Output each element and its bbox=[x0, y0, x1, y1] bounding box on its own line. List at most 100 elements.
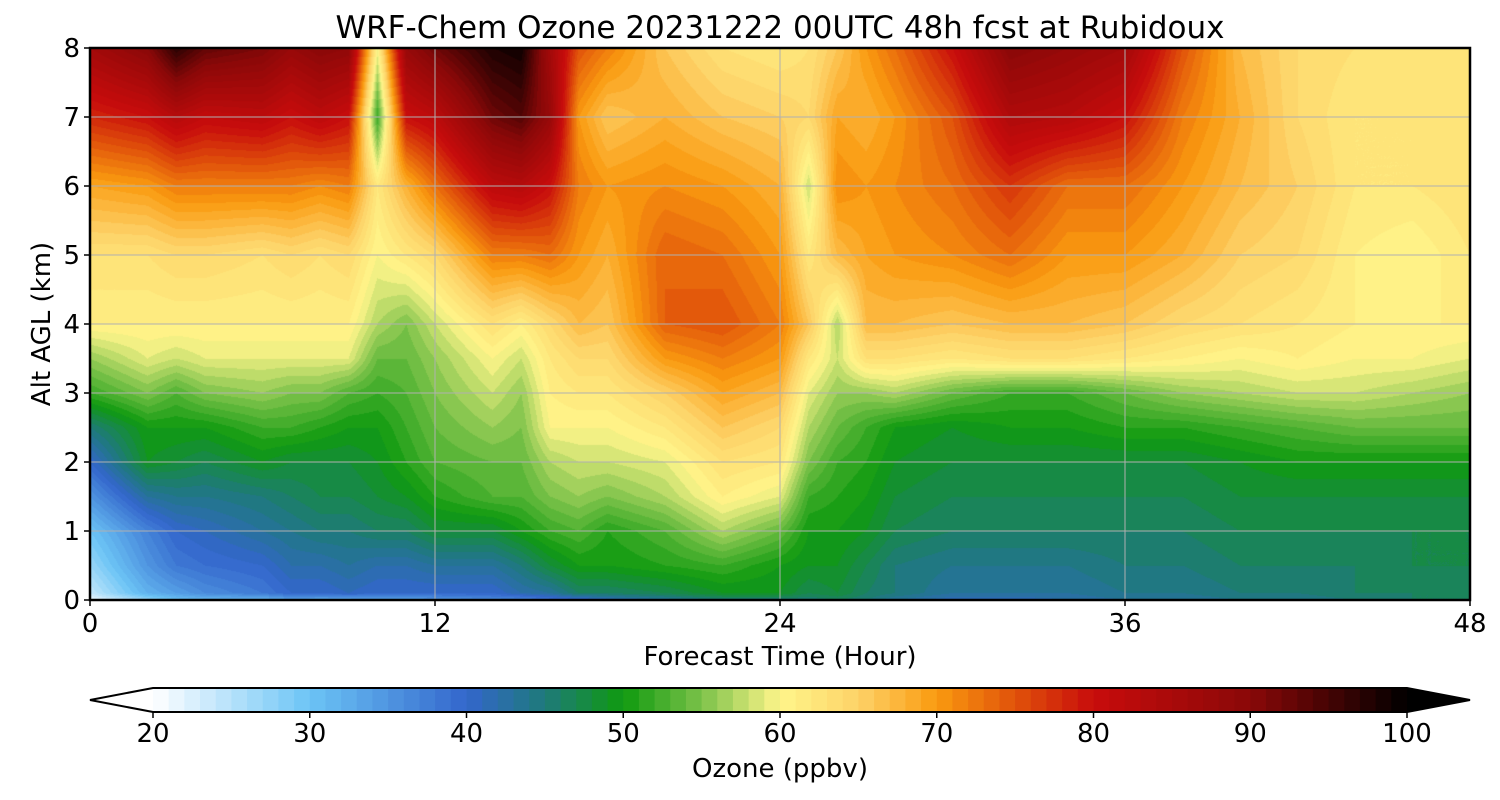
x-tick-label: 36 bbox=[1108, 609, 1141, 639]
x-tick-label: 24 bbox=[763, 609, 796, 639]
colorbar-bin bbox=[497, 688, 515, 712]
y-tick-label: 2 bbox=[63, 448, 80, 478]
colorbar-extend-min bbox=[90, 688, 153, 712]
colorbar-bin bbox=[372, 688, 389, 712]
colorbar-bin bbox=[1234, 688, 1251, 712]
colorbar-bin bbox=[1312, 688, 1330, 712]
colorbar-tick-label: 60 bbox=[763, 719, 796, 749]
y-tick-label: 8 bbox=[63, 34, 80, 64]
colorbar-bin bbox=[1030, 688, 1048, 712]
colorbar-bin bbox=[1297, 688, 1314, 712]
colorbar-bin bbox=[513, 688, 530, 712]
colorbar-bin bbox=[576, 688, 593, 712]
x-tick-label: 12 bbox=[418, 609, 451, 639]
colorbar-tick-label: 20 bbox=[136, 719, 169, 749]
colorbar-bin bbox=[732, 688, 750, 712]
colorbar-bin bbox=[1250, 688, 1267, 712]
colorbar-bin bbox=[482, 688, 499, 712]
colorbar-bin bbox=[701, 688, 718, 712]
colorbar-tick-label: 70 bbox=[920, 719, 953, 749]
colorbar-bin bbox=[999, 688, 1016, 712]
colorbar-bin bbox=[419, 688, 436, 712]
colorbar-bin bbox=[748, 688, 765, 712]
colorbar-bin bbox=[341, 688, 358, 712]
colorbar-bin bbox=[231, 688, 248, 712]
colorbar-bin bbox=[450, 688, 468, 712]
colorbar-bin bbox=[1140, 688, 1157, 712]
colorbar-bin bbox=[1077, 688, 1095, 712]
y-tick-label: 4 bbox=[63, 310, 80, 340]
x-tick-label: 0 bbox=[82, 609, 99, 639]
colorbar-bin bbox=[936, 688, 954, 712]
colorbar-bin bbox=[1046, 688, 1063, 712]
colorbar-bin bbox=[1328, 688, 1345, 712]
colorbar-bin bbox=[1375, 688, 1392, 712]
colorbar-bin bbox=[1344, 688, 1361, 712]
chart-title: WRF-Chem Ozone 20231222 00UTC 48h fcst a… bbox=[335, 10, 1224, 46]
colorbar-bin bbox=[905, 688, 922, 712]
colorbar-tick-label: 50 bbox=[607, 719, 640, 749]
colorbar-bin bbox=[842, 688, 859, 712]
colorbar-bin bbox=[968, 688, 985, 712]
colorbar-bin bbox=[795, 688, 812, 712]
colorbar-bin bbox=[1391, 688, 1408, 712]
colorbar-bin bbox=[670, 688, 687, 712]
y-tick-label: 5 bbox=[63, 241, 80, 271]
colorbar-bin bbox=[889, 688, 906, 712]
colorbar-bin bbox=[466, 688, 483, 712]
colorbar-bin bbox=[685, 688, 703, 712]
colorbar-bin bbox=[811, 688, 828, 712]
colorbar-bin bbox=[623, 688, 640, 712]
colorbar-extend-max bbox=[1407, 688, 1470, 712]
colorbar-bin bbox=[921, 688, 938, 712]
colorbar-bin bbox=[529, 688, 546, 712]
colorbar-bin bbox=[607, 688, 624, 712]
colorbar-bin bbox=[983, 688, 1001, 712]
colorbar-label: Ozone (ppbv) bbox=[692, 754, 868, 784]
colorbar-bin bbox=[309, 688, 327, 712]
colorbar-tick-label: 90 bbox=[1234, 719, 1267, 749]
colorbar-bin bbox=[184, 688, 201, 712]
colorbar-bin bbox=[874, 688, 891, 712]
x-axis-label: Forecast Time (Hour) bbox=[643, 642, 916, 672]
colorbar-tick-label: 100 bbox=[1382, 719, 1432, 749]
colorbar-bin bbox=[388, 688, 405, 712]
colorbar-bin bbox=[858, 688, 875, 712]
colorbar-bin bbox=[294, 688, 311, 712]
colorbar-bin bbox=[764, 688, 781, 712]
x-tick-label: 48 bbox=[1453, 609, 1486, 639]
y-tick-label: 6 bbox=[63, 172, 80, 202]
colorbar-bin bbox=[591, 688, 609, 712]
y-tick-label: 1 bbox=[63, 517, 80, 547]
colorbar-bin bbox=[1281, 688, 1298, 712]
colorbar-bin bbox=[1203, 688, 1220, 712]
y-axis-label: Alt AGL (km) bbox=[27, 242, 57, 406]
colorbar-bin bbox=[717, 688, 734, 712]
colorbar-bin bbox=[638, 688, 656, 712]
colorbar-bin bbox=[168, 688, 185, 712]
colorbar-bin bbox=[544, 688, 562, 712]
colorbar-bin bbox=[1359, 688, 1377, 712]
colorbar-bin bbox=[356, 688, 374, 712]
colorbar-bin bbox=[827, 688, 844, 712]
y-tick-label: 7 bbox=[63, 103, 80, 133]
colorbar-bin bbox=[215, 688, 232, 712]
y-tick-label: 3 bbox=[63, 379, 80, 409]
colorbar-bin bbox=[1015, 688, 1032, 712]
colorbar: 20 30 40 50 60 70 80 90 100 bbox=[89, 687, 1471, 749]
colorbar-tick-label: 30 bbox=[293, 719, 326, 749]
colorbar-bin bbox=[952, 688, 969, 712]
colorbar-bin bbox=[325, 688, 342, 712]
colorbar-bin bbox=[1265, 688, 1283, 712]
colorbar-bin bbox=[560, 688, 577, 712]
colorbar-bin bbox=[1109, 688, 1126, 712]
colorbar-bin bbox=[654, 688, 671, 712]
colorbar-bin bbox=[1156, 688, 1173, 712]
colorbar-bin bbox=[780, 688, 797, 712]
colorbar-bin bbox=[435, 688, 452, 712]
colorbar-bin bbox=[262, 688, 279, 712]
colorbar-bin bbox=[1187, 688, 1204, 712]
colorbar-bin bbox=[153, 688, 170, 712]
colorbar-tick-label: 40 bbox=[450, 719, 483, 749]
